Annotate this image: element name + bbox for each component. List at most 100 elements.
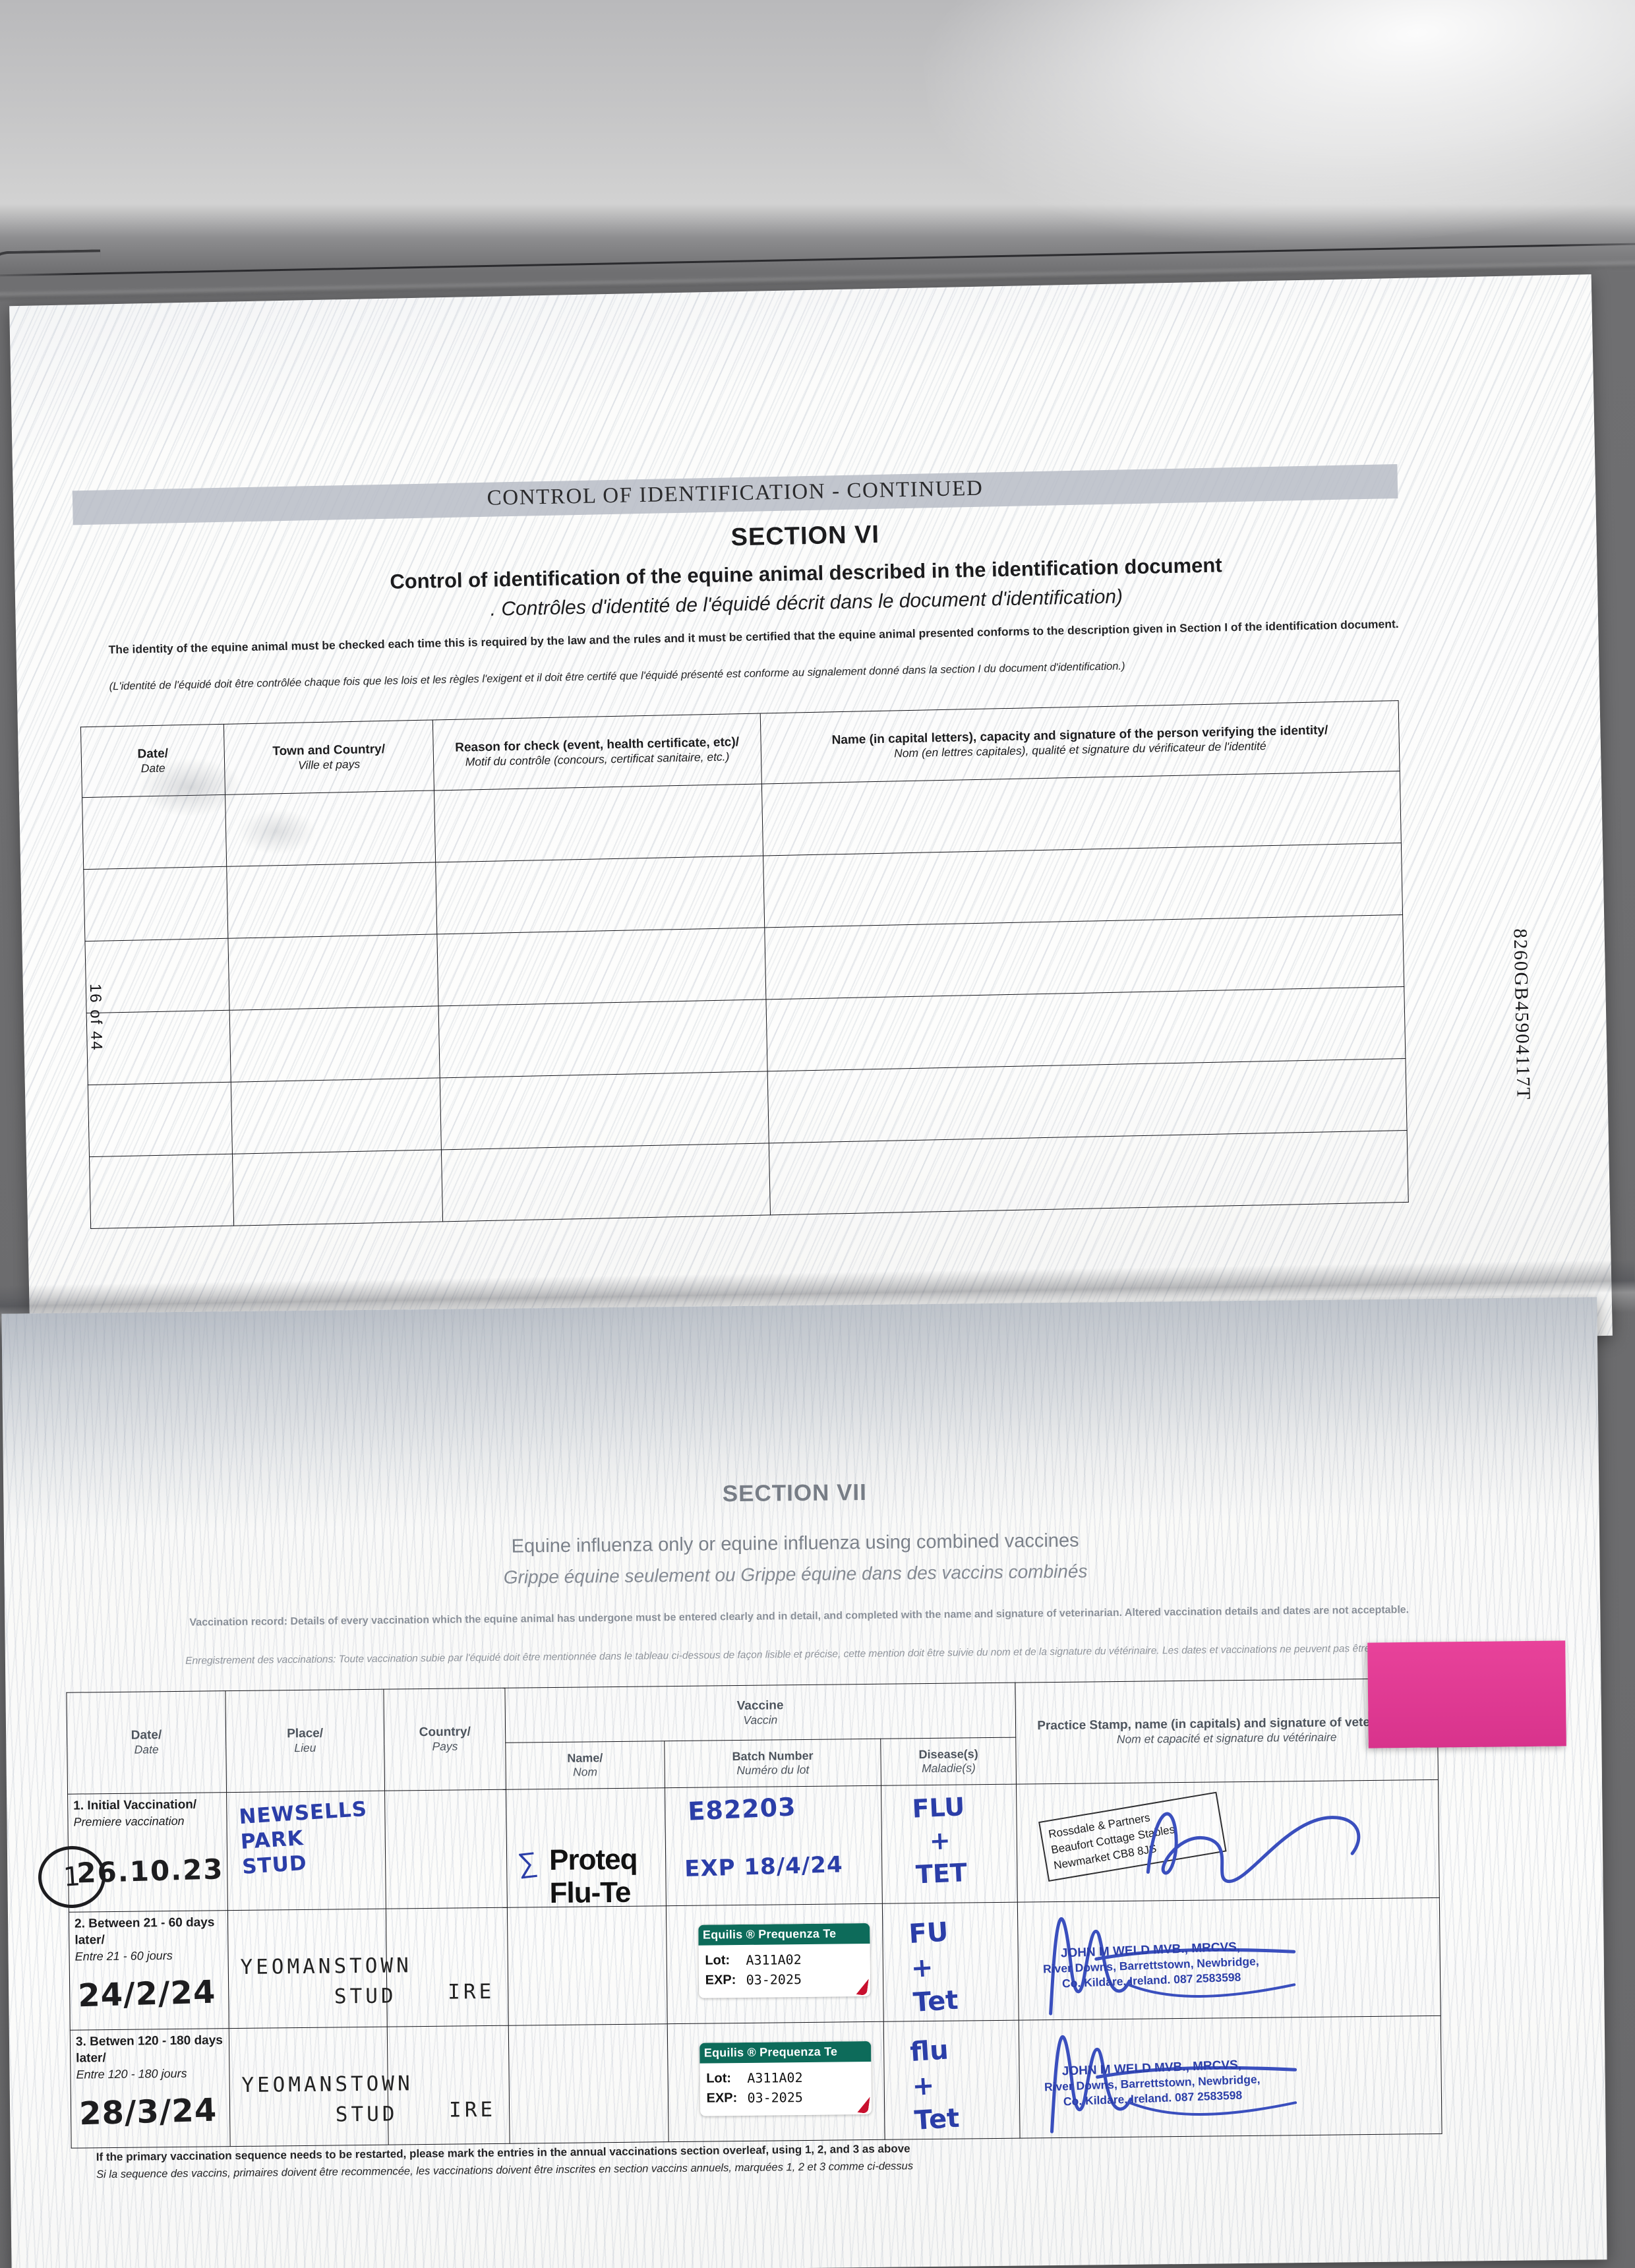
page-number-top: 16 of 44 bbox=[86, 983, 105, 1052]
section-vii-subtitle-fr: Grippe équine seulement ou Grippe équine… bbox=[503, 1561, 1088, 1588]
vaccination-place-cell[interactable]: YEOMANSTOWN STUD bbox=[228, 2027, 413, 2147]
table-cell[interactable] bbox=[82, 794, 227, 870]
handwritten-batch-expiry: EXP 18/4/24 bbox=[684, 1851, 843, 1883]
col-verifier-name-signature: Name (in capital letters), capacity and … bbox=[760, 700, 1400, 784]
table-cell[interactable] bbox=[86, 1010, 231, 1085]
sticker-lot-label: Lot: bbox=[705, 1953, 730, 1968]
vaccine-batch-cell[interactable]: E82203 EXP 18/4/24 bbox=[665, 1785, 883, 1906]
section-vii-title: SECTION VII bbox=[722, 1479, 868, 1507]
stamped-country: IRE bbox=[448, 2097, 496, 2122]
handwritten-place: NEWSELLS PARK STUD bbox=[238, 1797, 368, 1879]
passport-page-section-vi: CONTROL OF IDENTIFICATION - CONTINUED SE… bbox=[9, 274, 1613, 1367]
vaccination-row[interactable]: 1. Initial Vaccination/Premiere vaccinat… bbox=[67, 1779, 1440, 1913]
sticker-brand: Equilis ® Prequenza Te bbox=[699, 2041, 871, 2064]
vaccine-label-sticker: Equilis ® Prequenza Te Lot: A311A02 EXP: 03-… bbox=[699, 2041, 872, 2116]
passport-page-section-vii: SECTION VII Equine influenza only or equ… bbox=[1, 1297, 1607, 2268]
vaccination-country-cell[interactable] bbox=[384, 1789, 508, 1909]
table-cell[interactable] bbox=[229, 1005, 440, 1083]
vaccine-batch-cell[interactable]: Equilis ® Prequenza Te Lot: A311A02 EXP: 03-… bbox=[666, 1903, 884, 2024]
vaccine-name-print: Proteq Flu-Te bbox=[549, 1843, 638, 1910]
practice-stamp-rossdale: Rossdale & Partners Beaufort Cottage Stab… bbox=[1038, 1791, 1227, 1882]
table-cell[interactable] bbox=[89, 1154, 234, 1229]
sticker-exp-label: EXP: bbox=[706, 2091, 738, 2106]
vaccine-disease-cell[interactable]: FLU + TET bbox=[881, 1784, 1018, 1904]
table-cell[interactable] bbox=[225, 790, 436, 867]
table-cell[interactable] bbox=[226, 862, 437, 939]
table-cell[interactable] bbox=[434, 783, 763, 862]
vaccination-place-cell[interactable]: YEOMANSTOWN STUD bbox=[227, 1909, 412, 2029]
table-cell[interactable] bbox=[231, 1077, 442, 1154]
vaccine-batch-cell[interactable]: Equilis ® Prequenza Te Lot: A311A02 EXP: 03-… bbox=[667, 2021, 885, 2142]
table-cell[interactable] bbox=[435, 855, 765, 934]
document-id-top: 8260GB45904117T bbox=[1509, 928, 1534, 1101]
vaccination-date-cell[interactable]: 3. Betwen 120 - 180 days later/Entre 120… bbox=[70, 2028, 230, 2149]
sticker-exp-label: EXP: bbox=[705, 1973, 736, 1988]
table-cell[interactable] bbox=[83, 866, 228, 941]
vaccination-stage-label-en: 1. Initial Vaccination/ bbox=[73, 1797, 197, 1813]
table-cell[interactable] bbox=[232, 1149, 443, 1226]
vaccination-stage-label-en: 3. Betwen 120 - 180 days later/ bbox=[75, 2033, 223, 2066]
practice-stamp-cell[interactable]: JOHN M WELD MVB., MRCVS, River Downs, Bar… bbox=[1017, 1897, 1441, 2021]
vaccination-date-cell[interactable]: 2. Between 21 - 60 days later/Entre 21 -… bbox=[69, 1910, 229, 2031]
vaccination-place-cell[interactable]: NEWSELLS PARK STUD bbox=[226, 1791, 386, 1911]
col-town-country: Town and Country/ Ville et pays bbox=[223, 719, 434, 795]
col-date: Date/ Date bbox=[66, 1690, 227, 1795]
vaccine-label-sticker: Equilis ® Prequenza Te Lot: A311A02 EXP: 03-… bbox=[698, 1923, 870, 1998]
identification-control-rows bbox=[82, 771, 1409, 1229]
table-cell[interactable] bbox=[436, 927, 766, 1006]
sticker-exp-value: 03-2025 bbox=[747, 2089, 803, 2106]
sticker-exp-value: 03-2025 bbox=[746, 1971, 802, 1988]
ink-tick-mark: ∑ bbox=[516, 1845, 539, 1879]
section-vi-note-fr: (L'identité de l'équidé doit être contrô… bbox=[109, 660, 1125, 693]
vaccination-rows: 1. Initial Vaccination/Premiere vaccinat… bbox=[67, 1779, 1442, 2149]
sticker-lot-label: Lot: bbox=[706, 2071, 732, 2086]
table-cell[interactable] bbox=[84, 938, 230, 1013]
practice-stamp-weld: JOHN M WELD MVB., MRCVS, River Downs, Bar… bbox=[1042, 1938, 1261, 1992]
practice-stamp-weld: JOHN M WELD MVB., MRCVS, River Downs, Bar… bbox=[1042, 2056, 1261, 2110]
table-cell[interactable] bbox=[767, 1058, 1408, 1143]
table-cell[interactable] bbox=[441, 1143, 771, 1222]
handwritten-date: 24/2/24 bbox=[77, 1973, 217, 2015]
vaccine-disease-cell[interactable]: FU + Tet bbox=[882, 1902, 1019, 2022]
vaccination-row[interactable]: 2. Between 21 - 60 days later/Entre 21 -… bbox=[69, 1897, 1441, 2031]
vaccination-record-table: Date/ Date Place/ Lieu Country/ Pays V bbox=[66, 1678, 1442, 2149]
vaccine-name-cell[interactable] bbox=[508, 2023, 669, 2144]
col-place: Place/ Lieu bbox=[225, 1689, 385, 1793]
table-cell[interactable] bbox=[761, 771, 1402, 856]
table-cell[interactable] bbox=[763, 843, 1403, 928]
section-vii-note-fr: Enregistrement des vaccinations: Toute v… bbox=[185, 1642, 1414, 1667]
table-cell[interactable] bbox=[440, 1071, 769, 1150]
handwritten-diseases: FLU + TET bbox=[912, 1792, 968, 1890]
col-reason-for-check: Reason for check (event, health certific… bbox=[432, 713, 762, 791]
table-header-row-main: Date/ Date Place/ Lieu Country/ Pays V bbox=[66, 1678, 1439, 1795]
col-vaccine-group: Vaccine Vaccin bbox=[504, 1683, 1016, 1743]
handwritten-date: 28/3/24 bbox=[78, 2091, 218, 2133]
stamped-place: YEOMANSTOWN STUD bbox=[240, 1954, 412, 2010]
vaccine-name-cell[interactable]: ∑ Proteq Flu-Te bbox=[506, 1787, 667, 1910]
col-date: Date/ Date bbox=[80, 724, 225, 798]
table-cell[interactable] bbox=[438, 999, 768, 1078]
vaccine-disease-cell[interactable]: flu + Tet bbox=[883, 2020, 1020, 2140]
section-vii-subtitle-en: Equine influenza only or equine influenz… bbox=[511, 1530, 1079, 1557]
vaccination-row[interactable]: 3. Betwen 120 - 180 days later/Entre 120… bbox=[70, 2015, 1442, 2149]
table-cell[interactable] bbox=[769, 1130, 1409, 1215]
stamped-place: YEOMANSTOWN STUD bbox=[241, 2072, 413, 2128]
sticker-brand: Equilis ® Prequenza Te bbox=[698, 1923, 870, 1946]
table-cell[interactable] bbox=[765, 986, 1406, 1071]
vaccination-stage-label-fr: Premiere vaccination bbox=[73, 1814, 185, 1829]
identification-control-table: Date/ Date Town and Country/ Ville et pa… bbox=[80, 700, 1409, 1229]
col-country: Country/ Pays bbox=[384, 1688, 506, 1791]
col-vaccine-disease: Disease(s) Maladie(s) bbox=[881, 1737, 1017, 1786]
vaccination-stage-label-fr: Entre 120 - 180 jours bbox=[76, 2066, 187, 2081]
pink-sticky-note[interactable] bbox=[1367, 1640, 1566, 1748]
table-cell[interactable] bbox=[764, 914, 1404, 1000]
practice-stamp-cell[interactable]: Rossdale & Partners Beaufort Cottage Stab… bbox=[1016, 1779, 1440, 1903]
table-cell[interactable] bbox=[88, 1082, 233, 1157]
section-vii-note-en: Vaccination record: Details of every vac… bbox=[189, 1604, 1410, 1628]
vaccine-name-cell[interactable] bbox=[507, 1905, 667, 2026]
handwritten-diseases: FU + Tet bbox=[908, 1917, 960, 2018]
table-cell[interactable] bbox=[227, 934, 439, 1011]
col-vaccine-batch: Batch Number Numéro du lot bbox=[664, 1739, 881, 1788]
practice-stamp-cell[interactable]: JOHN M WELD MVB., MRCVS, River Downs, Bar… bbox=[1019, 2015, 1442, 2139]
